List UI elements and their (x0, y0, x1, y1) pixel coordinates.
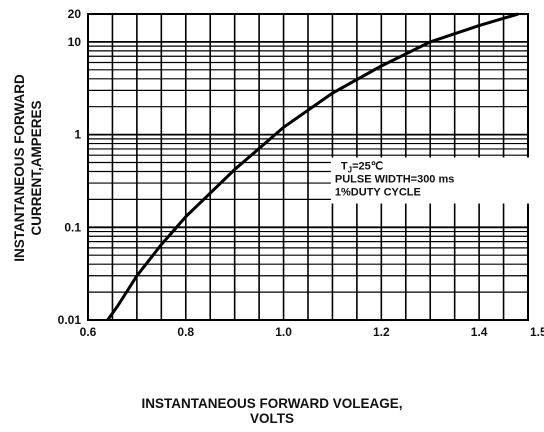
y-axis-label-line-1: INSTANTANEOUS FORWARD (12, 74, 27, 262)
x-tick-label: 1.4 (471, 325, 488, 339)
x-tick-label: 1.2 (373, 325, 390, 339)
series-line (106, 12, 519, 321)
annotation-line-3: 1%DUTY CYCLE (335, 187, 421, 199)
x-axis-label-line-1: INSTANTANEOUS FORWARD VOLEAGE, (141, 396, 403, 411)
annotation-line-2: PULSE WIDTH=300 ms (335, 174, 455, 186)
y-tick-label: 10 (68, 35, 82, 49)
annotation-line-1: TJ=25℃ (341, 161, 383, 175)
y-tick-label: 0.01 (58, 313, 82, 327)
x-axis-label-line-2: VOLTS (249, 411, 294, 426)
x-tick-label: 1.5 (530, 325, 544, 339)
x-tick-label: 0.8 (177, 325, 194, 339)
y-tick-label: 0.1 (64, 220, 81, 234)
y-tick-label: 20 (68, 7, 82, 21)
y-tick-label: 1 (74, 128, 81, 142)
annotation: TJ=25℃ PULSE WIDTH=300 ms 1%DUTY CYCLE (330, 157, 537, 204)
tick-labels: 0.6 0.8 1.0 1.2 1.4 1.5 0.01 0.1 1 10 20 (58, 7, 544, 339)
y-axis-label-line-2: CURRENT,AMPERES (29, 100, 44, 235)
annotation-background (330, 157, 537, 204)
x-tick-label: 0.6 (80, 325, 97, 339)
x-tick-label: 1.0 (275, 325, 292, 339)
